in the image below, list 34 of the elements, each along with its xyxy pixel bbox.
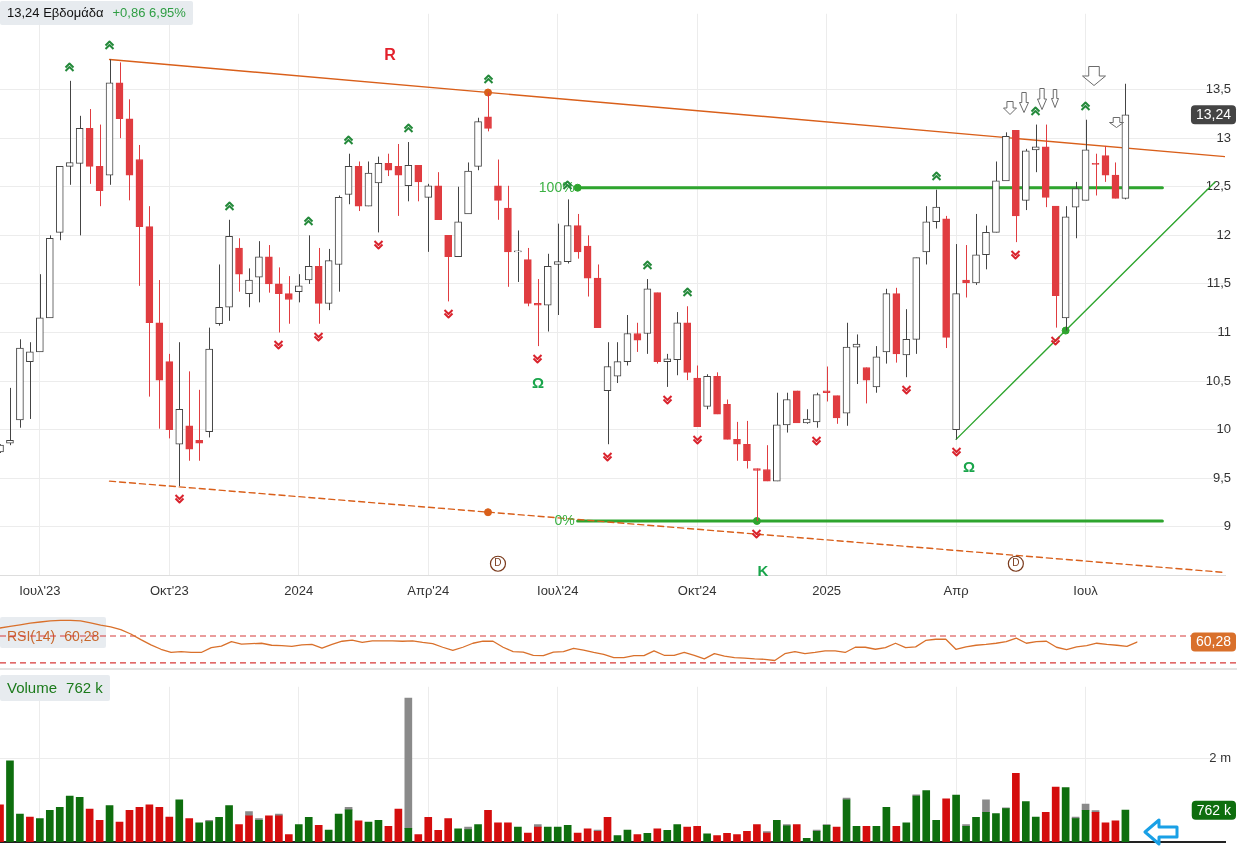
text: 60,28 bbox=[1195, 633, 1232, 650]
x-tick-label: Ιουλ bbox=[1073, 582, 1099, 598]
annotation: D bbox=[1012, 557, 1020, 569]
y-tick-label: 12 bbox=[1216, 226, 1231, 242]
annotation: Ω bbox=[962, 458, 976, 476]
annotation: D bbox=[494, 557, 502, 569]
y-tick-label: 13 bbox=[1216, 129, 1231, 145]
y-tick-label: 11 bbox=[1217, 324, 1231, 340]
annotation: R bbox=[384, 46, 397, 64]
annotation: 13,24 bbox=[1195, 106, 1232, 123]
x-tick-label: 2024 bbox=[284, 582, 314, 598]
chart-title: Volume bbox=[7, 679, 58, 696]
x-tick-label: Ιουλ'24 bbox=[537, 582, 579, 598]
x-tick-label: Οκτ'23 bbox=[149, 582, 189, 598]
chart-subtitle: 762 k bbox=[66, 679, 103, 696]
y-tick-label: 9,5 bbox=[1212, 469, 1231, 485]
text: RSI(14) bbox=[7, 628, 56, 644]
y-tick-label: 13,5 bbox=[1205, 81, 1231, 97]
y-tick-label: 11,5 bbox=[1206, 275, 1231, 291]
x-tick-label: Οκτ'24 bbox=[677, 582, 717, 598]
y-tick-label: 2 m bbox=[1209, 749, 1231, 765]
x-tick-label: Απρ'24 bbox=[407, 582, 450, 598]
annotation: K bbox=[757, 562, 769, 580]
text: 60,28 bbox=[64, 628, 100, 644]
y-tick-label: 10,5 bbox=[1205, 372, 1231, 388]
x-tick-label: Ιουλ'23 bbox=[19, 582, 61, 598]
x-tick-label: 2025 bbox=[812, 582, 842, 598]
annotation: Ω bbox=[531, 374, 545, 392]
y-tick-label: 10 bbox=[1216, 421, 1231, 437]
x-tick-label: Απρ bbox=[943, 582, 969, 598]
annotation: 762 k bbox=[1196, 801, 1232, 818]
chart-title: 13,24 Εβδομάδα bbox=[7, 5, 104, 20]
y-tick-label: 9 bbox=[1223, 518, 1231, 534]
chart-subtitle: +0,86 6,95% bbox=[112, 5, 186, 20]
